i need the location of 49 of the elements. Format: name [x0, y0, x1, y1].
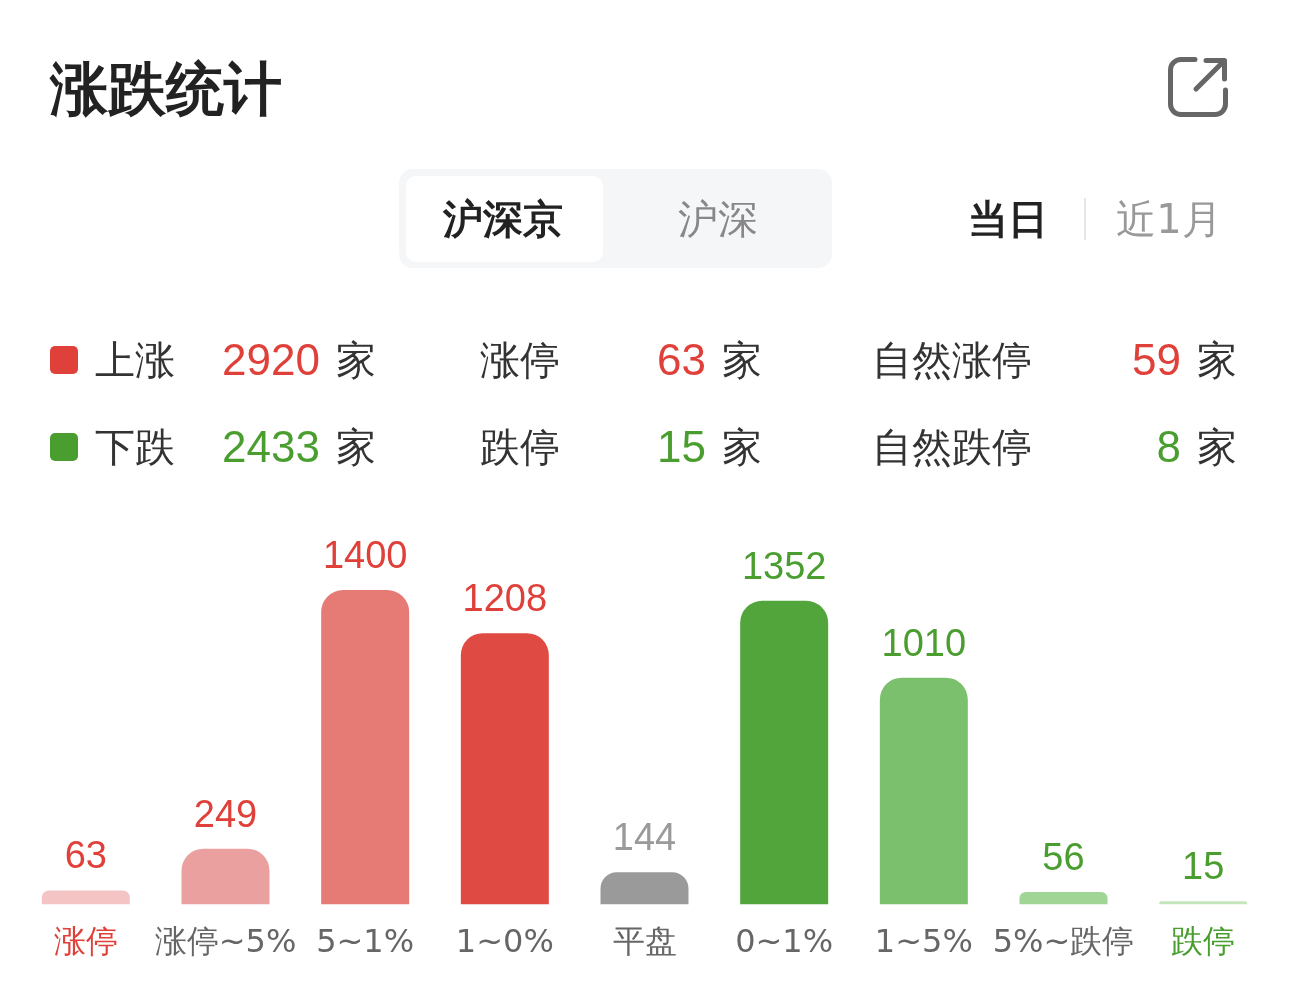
- text: 家: [1197, 423, 1237, 472]
- x-tick-label: 涨停~5%: [154, 922, 297, 961]
- legend-label: 下跌: [95, 423, 175, 472]
- text: 涨停: [480, 336, 560, 385]
- chart-title: 涨跌统计: [50, 54, 282, 124]
- bar: [600, 872, 689, 905]
- text: 沪深京: [443, 195, 563, 244]
- text: 近1月: [1116, 195, 1222, 244]
- bar: [181, 848, 270, 905]
- text: 家: [336, 336, 376, 385]
- text: 自然涨停: [872, 336, 1032, 385]
- text: 家: [722, 336, 762, 385]
- x-tick-label: 涨停: [53, 922, 118, 961]
- data-label: 56: [1042, 836, 1085, 879]
- data-label: 15: [1182, 845, 1225, 888]
- data-label: 144: [612, 816, 677, 859]
- bar: [321, 590, 410, 905]
- text: 8: [1156, 422, 1181, 472]
- text: 跌停: [480, 423, 560, 472]
- x-tick-label: 1~0%: [455, 922, 554, 961]
- data-label: 1208: [462, 577, 548, 620]
- bar: [41, 890, 130, 905]
- bar: [879, 677, 968, 905]
- data-label: 1352: [741, 544, 827, 587]
- text: 家: [1197, 336, 1237, 385]
- text: 沪深: [678, 195, 758, 244]
- text: 家: [722, 423, 762, 472]
- text: 2920: [222, 335, 320, 385]
- bar: [740, 600, 829, 905]
- x-tick-label: 1~5%: [874, 922, 973, 961]
- bar: [1019, 892, 1108, 905]
- text: 15: [657, 422, 706, 472]
- data-label: 63: [64, 834, 107, 877]
- x-tick-label: 5~1%: [316, 922, 415, 961]
- x-tick-label: 0~1%: [735, 922, 834, 961]
- text: 59: [1132, 335, 1181, 385]
- data-label: 249: [193, 792, 258, 835]
- text: 63: [657, 335, 706, 385]
- x-tick-label: 5%~跌停: [992, 922, 1135, 961]
- text: 家: [336, 423, 376, 472]
- text: 自然跌停: [872, 423, 1032, 472]
- data-label: 1400: [322, 534, 408, 576]
- legend-label: 上涨: [95, 336, 175, 385]
- bar: [460, 633, 549, 905]
- text: 当日: [968, 195, 1048, 244]
- x-tick-label: 平盘: [612, 922, 677, 961]
- data-label: 1010: [881, 621, 967, 664]
- x-tick-label: 跌停: [1171, 922, 1236, 961]
- text: 2433: [222, 422, 320, 472]
